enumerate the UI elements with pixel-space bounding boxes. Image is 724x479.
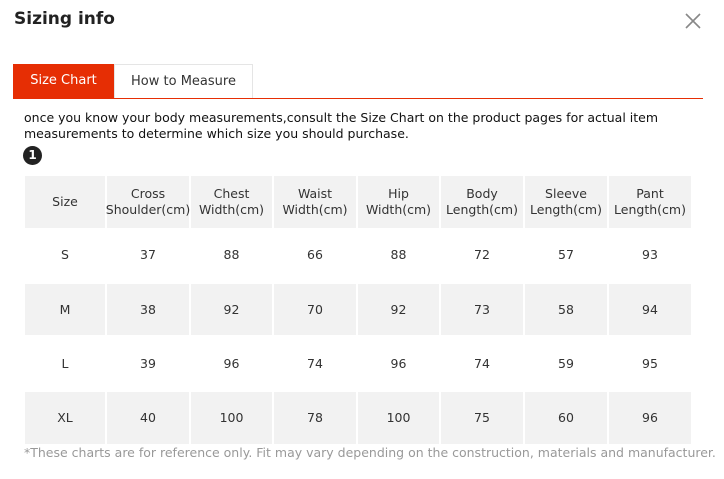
table-cell: 92 bbox=[191, 284, 272, 335]
table-cell: 57 bbox=[558, 247, 574, 262]
tab-active[interactable]: Size Chart bbox=[13, 64, 114, 98]
table-cell: 40 bbox=[107, 392, 189, 444]
header-text: Length(cm) bbox=[446, 202, 518, 217]
header-cell: Cross Shoulder(cm) bbox=[105, 176, 191, 228]
header-cell: Body Length(cm) bbox=[441, 176, 523, 228]
header-text: Body bbox=[466, 186, 498, 201]
tab-underline bbox=[13, 98, 703, 99]
header-text: Size bbox=[52, 194, 78, 209]
table-cell: 37 bbox=[140, 247, 156, 262]
table-cell: M bbox=[25, 284, 105, 335]
header-text: Hip bbox=[388, 186, 409, 201]
header-text: Waist bbox=[297, 186, 333, 201]
header-text: Width(cm) bbox=[198, 202, 265, 217]
table-cell: 96 bbox=[390, 356, 407, 371]
header-text: Chest bbox=[213, 186, 250, 201]
table-cell: 100 bbox=[358, 392, 439, 444]
header-text: Shoulder(cm) bbox=[105, 202, 191, 217]
table-cell: 100 bbox=[191, 392, 272, 444]
header-cell: Chest Width(cm) bbox=[191, 176, 272, 228]
table-cell: L bbox=[61, 356, 69, 371]
header-cell: Sleeve Length(cm) bbox=[525, 176, 607, 228]
table-cell: XL bbox=[25, 392, 105, 444]
tab[interactable]: How to Measure bbox=[114, 64, 253, 98]
table-cell: 70 bbox=[274, 284, 356, 335]
header-cell: Waist Width(cm) bbox=[274, 176, 356, 228]
header-cell: Hip Width(cm) bbox=[358, 176, 439, 228]
table-cell: 93 bbox=[642, 247, 658, 262]
header-text: Sleeve bbox=[545, 186, 587, 201]
step-badge: 1 bbox=[23, 146, 42, 165]
table-cell: 72 bbox=[474, 247, 490, 262]
table-cell: 73 bbox=[441, 284, 523, 335]
table-cell: 96 bbox=[609, 392, 691, 444]
table-cell: 96 bbox=[223, 356, 240, 371]
table-cell: 92 bbox=[358, 284, 439, 335]
header-text: Pant bbox=[636, 186, 664, 201]
header-cell: Size bbox=[25, 176, 105, 228]
header-text: Cross bbox=[130, 186, 166, 201]
table-cell: S bbox=[61, 247, 69, 262]
table-cell: 78 bbox=[274, 392, 356, 444]
header-cell: Pant Length(cm) bbox=[609, 176, 691, 228]
table-cell: 95 bbox=[642, 356, 658, 371]
description: once you know your body measurements,con… bbox=[24, 110, 659, 141]
header-text: Length(cm) bbox=[614, 202, 686, 217]
header-text: Width(cm) bbox=[365, 202, 432, 217]
table-cell: 75 bbox=[441, 392, 523, 444]
footnote: *These charts are for reference only. Fi… bbox=[24, 445, 716, 460]
table-cell: 88 bbox=[390, 247, 407, 262]
table-cell: 74 bbox=[474, 356, 490, 371]
table-cell: 88 bbox=[223, 247, 240, 262]
table-cell: 60 bbox=[525, 392, 607, 444]
table-cell: 94 bbox=[609, 284, 691, 335]
header-text: Length(cm) bbox=[530, 202, 602, 217]
close-button[interactable] bbox=[684, 12, 702, 30]
header-text: Width(cm) bbox=[282, 202, 348, 217]
table-cell: 39 bbox=[140, 356, 156, 371]
dialog-title: Sizing info bbox=[14, 9, 115, 29]
close-icon bbox=[685, 13, 701, 29]
table-cell: 66 bbox=[307, 247, 323, 262]
table-cell: 74 bbox=[307, 356, 323, 371]
table-cell: 58 bbox=[525, 284, 607, 335]
table-cell: 38 bbox=[107, 284, 189, 335]
table-cell: 59 bbox=[558, 356, 574, 371]
